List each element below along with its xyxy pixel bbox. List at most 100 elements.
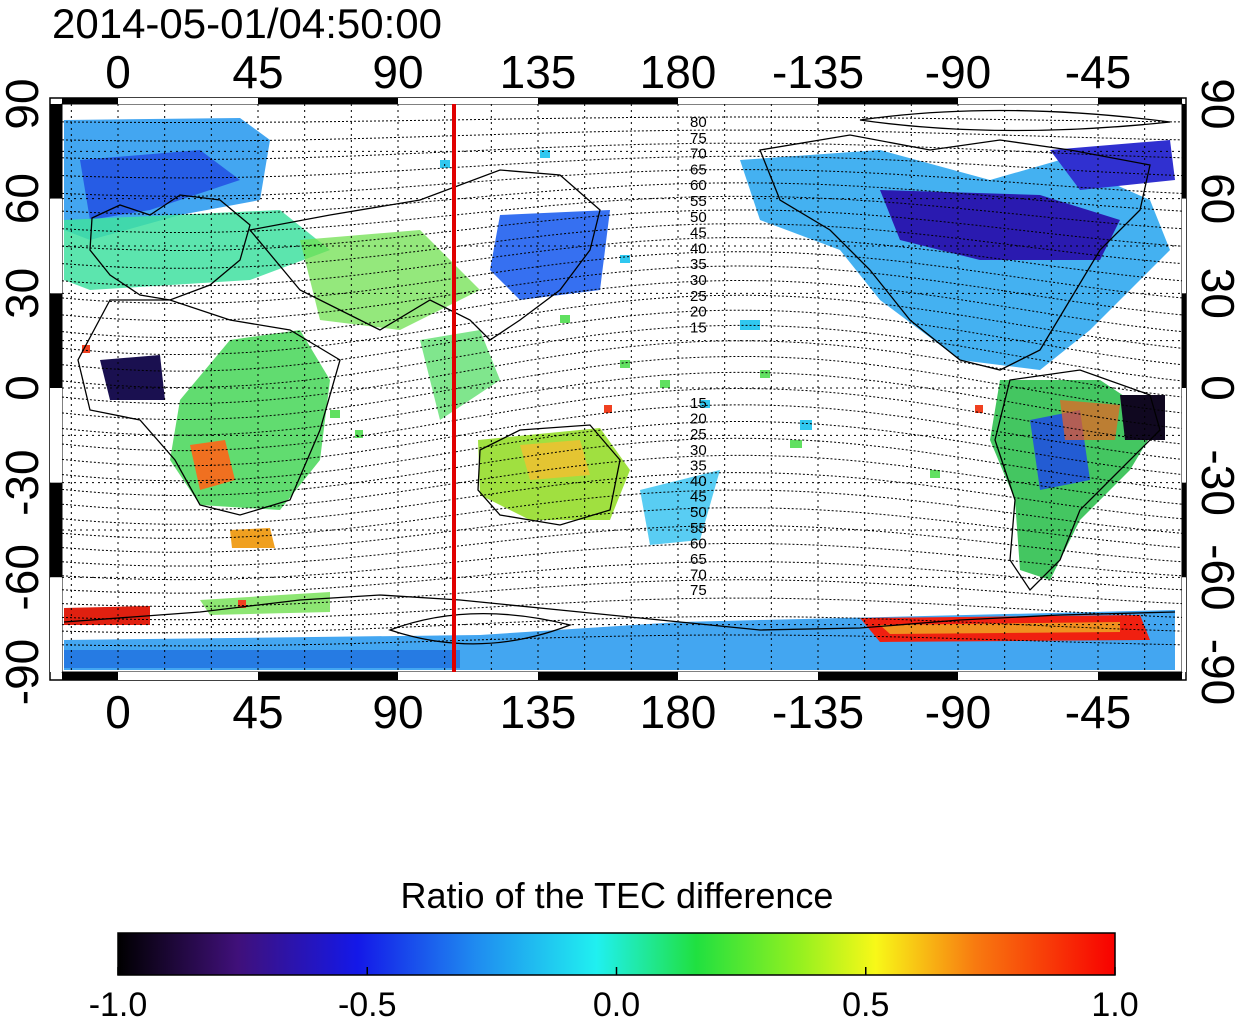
x-tick-label: -135 — [772, 686, 864, 738]
mlat-label: 60 — [690, 177, 707, 194]
mlat-contour — [62, 597, 1182, 621]
frame-segment — [1182, 577, 1186, 672]
mlat-contour — [62, 561, 1182, 594]
frame-band-bottom — [62, 672, 1182, 680]
frame-segment — [50, 104, 62, 199]
x-tick-label: 90 — [372, 686, 423, 738]
x-tick-label: 90 — [372, 46, 423, 98]
mlat-label: 55 — [690, 193, 707, 210]
mlat-label: 30 — [690, 442, 707, 459]
frame-segment — [1182, 104, 1186, 199]
x-tick-label: 0 — [105, 46, 131, 98]
mlat-label: 35 — [690, 457, 707, 474]
frame-segment — [1182, 482, 1186, 578]
frame-segment — [50, 198, 62, 294]
mlat-label: 70 — [690, 146, 707, 163]
x-tick-label: 0 — [105, 686, 131, 738]
frame-segment — [50, 388, 62, 483]
x-tick-label: 180 — [640, 46, 717, 98]
frame-segment — [118, 98, 258, 104]
y-tick-label: 30 — [0, 268, 48, 319]
mlat-contour — [62, 142, 1182, 160]
mlat-contour — [62, 223, 1182, 269]
mlat-contour — [62, 387, 1182, 452]
frame-segment — [818, 98, 958, 104]
mlat-contour — [62, 525, 1182, 567]
mlat-contour — [62, 340, 1182, 405]
mlat-label: 20 — [690, 411, 707, 428]
mlat-label: 50 — [690, 209, 707, 226]
y-axis-left-ticks: 90 60 30 0 -30 -60 -90 — [0, 78, 48, 705]
frame-segment — [118, 672, 258, 680]
y-tick-label: 60 — [0, 173, 48, 224]
frame-band-left — [50, 104, 62, 672]
x-tick-label: 45 — [232, 46, 283, 98]
mlat-contour — [62, 356, 1182, 420]
frame-segment — [538, 98, 678, 104]
y-tick-label: -90 — [0, 639, 48, 705]
frame-segment — [958, 98, 1098, 104]
mlat-contour — [62, 579, 1182, 607]
mlat-contour — [62, 237, 1182, 287]
mlat-label: 45 — [690, 225, 707, 242]
frame-segment — [678, 98, 818, 104]
mlat-label: 30 — [690, 272, 707, 289]
colorbar-ticks: -1.0 -0.5 0.0 0.5 1.0 — [89, 967, 1139, 1024]
x-axis-top-ticks: 0 45 90 135 180 -135 -90 -45 — [105, 46, 1131, 98]
mlat-contour — [62, 324, 1182, 389]
frame-segment — [398, 672, 538, 680]
frame-segment — [398, 98, 538, 104]
mlat-contour — [62, 129, 1182, 142]
mlat-contour — [62, 489, 1182, 539]
y-tick-label: -30 — [1192, 449, 1240, 515]
frame-band-top — [62, 98, 1182, 104]
frame-segment — [50, 577, 62, 672]
x-tick-label: -90 — [925, 46, 991, 98]
colorbar-tick-label: -1.0 — [89, 986, 148, 1024]
mlat-label: 60 — [690, 535, 707, 552]
y-tick-label: -60 — [0, 544, 48, 610]
frame-segment — [538, 672, 678, 680]
mlat-label: 40 — [690, 473, 707, 490]
y-tick-label: -90 — [1192, 639, 1240, 705]
frame-segment — [50, 293, 62, 388]
colorbar-tick-label: 0.0 — [593, 986, 640, 1024]
frame-segment — [818, 672, 958, 680]
x-tick-label: 45 — [232, 686, 283, 738]
mlat-contour — [62, 116, 1182, 123]
frame-segment — [62, 98, 118, 104]
mlat-label: 15 — [690, 395, 707, 412]
mlat-label: 20 — [690, 304, 707, 321]
frame-segment — [1098, 98, 1182, 104]
y-tick-label: 90 — [0, 78, 48, 129]
mlat-label: 70 — [690, 567, 707, 584]
mlat-label: 45 — [690, 489, 707, 506]
x-tick-label: 135 — [500, 46, 577, 98]
colorbar-tick-label: 1.0 — [1091, 986, 1138, 1024]
mlat-contour — [62, 371, 1182, 436]
mlat-contour — [62, 634, 1182, 647]
y-tick-label: 0 — [1192, 375, 1240, 401]
lat-lon-grid — [62, 104, 1182, 672]
x-tick-label: -135 — [772, 46, 864, 98]
mlat-contour — [62, 309, 1182, 372]
y-tick-label: 30 — [1192, 268, 1240, 319]
x-tick-label: -45 — [1065, 46, 1131, 98]
frame-segment — [1182, 388, 1186, 483]
x-tick-label: 180 — [640, 686, 717, 738]
mlat-contour — [62, 209, 1182, 251]
mlat-contour — [62, 155, 1182, 179]
frame-segment — [1182, 198, 1186, 294]
mlat-contour — [62, 251, 1182, 304]
mlat-contour — [62, 182, 1182, 215]
frame-segment — [50, 482, 62, 578]
mlat-label: 75 — [690, 582, 707, 599]
colorbar-tick-label: -0.5 — [338, 986, 397, 1024]
y-tick-label: -60 — [1192, 544, 1240, 610]
mlat-label: 15 — [690, 319, 707, 336]
colorbar-title: Ratio of the TEC difference — [401, 875, 834, 916]
colorbar-tick-label: 0.5 — [842, 986, 889, 1024]
